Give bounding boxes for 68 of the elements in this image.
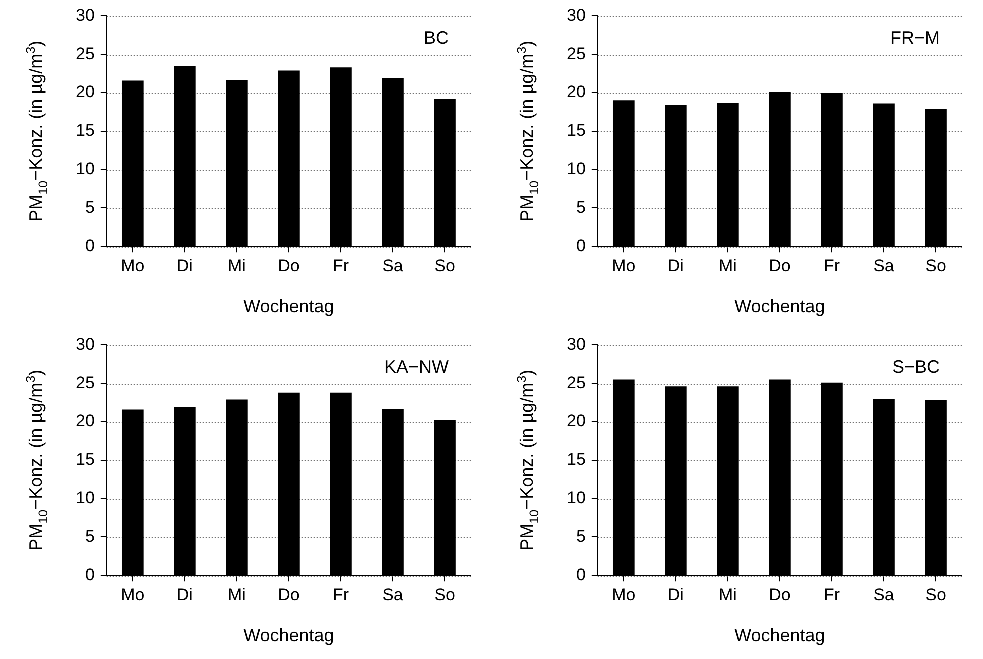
annotation: S−BC: [892, 357, 940, 378]
x-axis-title: Wochentag: [244, 626, 334, 646]
y-tick-label: 15: [76, 450, 95, 470]
y-tick-label: 0: [576, 565, 586, 584]
y-tick-label: 25: [566, 44, 586, 64]
y-tick-label: 15: [76, 121, 95, 140]
y-tick-label: 15: [566, 450, 586, 470]
y-tick-label: 20: [566, 412, 586, 431]
y-tick-label: 5: [576, 198, 586, 217]
x-tick-label: Sa: [874, 256, 895, 276]
x-tick-label: Sa: [874, 585, 895, 604]
x-tick-label: Do: [769, 585, 791, 604]
y-axis-title: PM10−Konz. (in µg/m3): [514, 40, 542, 222]
y-tick-label: 30: [76, 334, 95, 354]
x-tick-label: So: [926, 256, 946, 276]
y-tick-label: 0: [576, 236, 586, 256]
y-tick-label: 10: [76, 488, 95, 508]
y-tick-label: 5: [85, 526, 95, 546]
y-tick-label: 30: [566, 6, 586, 25]
x-tick-label: Fr: [824, 256, 840, 276]
y-tick-label: 20: [76, 412, 95, 431]
y-tick-label: 10: [566, 159, 586, 178]
y-tick-label: 0: [85, 236, 95, 256]
x-tick-label: Do: [278, 256, 300, 276]
x-tick-label: Di: [668, 256, 684, 276]
y-tick-label: 0: [85, 565, 95, 584]
annotation: KA−NW: [384, 357, 450, 378]
y-tick-label: 5: [576, 526, 586, 546]
y-tick-label: 15: [566, 121, 586, 140]
x-tick-label: Fr: [332, 585, 350, 604]
x-tick-label: Mo: [121, 256, 145, 276]
x-tick-label: Do: [278, 585, 300, 604]
x-tick-label: Mo: [612, 256, 636, 276]
x-tick-label: So: [434, 585, 456, 604]
y-tick-label: 25: [76, 44, 95, 64]
x-tick-label: Di: [176, 256, 193, 276]
y-tick-label: 10: [566, 488, 586, 508]
x-tick-label: Mi: [718, 585, 737, 604]
x-tick-label: Di: [668, 585, 684, 604]
y-tick-label: 20: [566, 82, 586, 102]
x-tick-label: Mi: [228, 256, 246, 276]
y-tick-label: 10: [76, 159, 95, 178]
y-axis-title: PM10−Konz. (in µg/m3): [24, 40, 50, 222]
x-axis-title: Wochentag: [734, 296, 826, 317]
annotation: BC: [424, 28, 449, 48]
y-axis-title: PM10−Konz. (in µg/m3): [514, 370, 542, 551]
y-axis-title: PM10−Konz. (in µg/m3): [24, 370, 50, 551]
x-tick-label: So: [926, 585, 946, 604]
x-tick-label: Di: [176, 585, 193, 604]
annotation: FR−M: [890, 28, 940, 48]
y-tick-label: 20: [76, 82, 95, 102]
x-tick-label: Fr: [824, 585, 840, 604]
y-tick-label: 5: [85, 198, 95, 217]
x-tick-label: Mo: [121, 585, 145, 604]
y-tick-label: 30: [566, 334, 586, 354]
x-tick-label: Mi: [228, 585, 246, 604]
y-tick-label: 25: [566, 373, 586, 392]
x-tick-label: Do: [769, 256, 791, 276]
x-tick-label: Sa: [382, 585, 404, 604]
y-tick-label: 25: [76, 373, 95, 392]
x-tick-label: Mo: [612, 585, 636, 604]
x-tick-label: Mi: [718, 256, 737, 276]
x-axis-title: Wochentag: [244, 296, 334, 317]
x-tick-label: Sa: [382, 256, 404, 276]
x-axis-title: Wochentag: [734, 626, 826, 646]
x-tick-label: So: [434, 256, 456, 276]
x-tick-label: Fr: [332, 256, 350, 276]
y-tick-label: 30: [76, 6, 95, 25]
